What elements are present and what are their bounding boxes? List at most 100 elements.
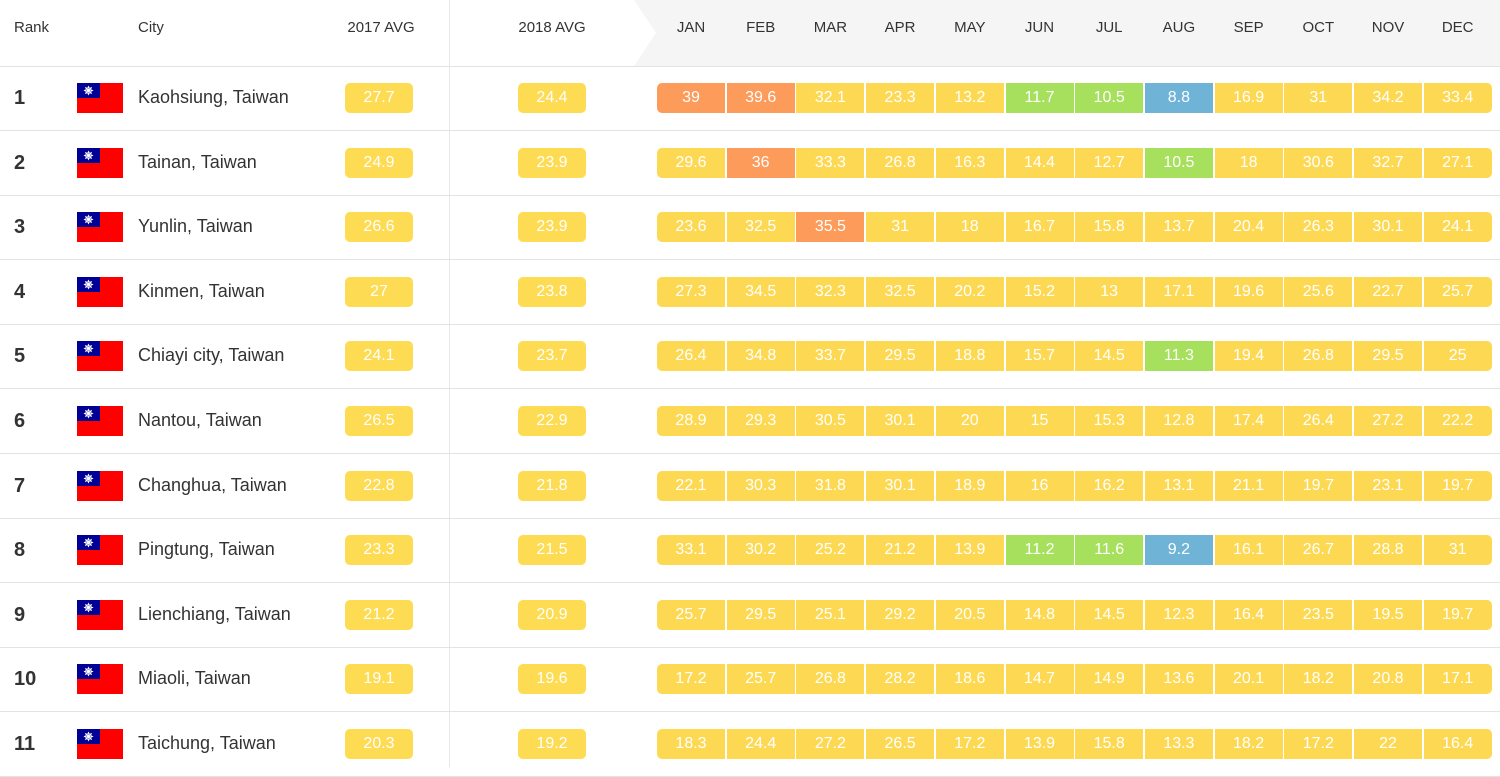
city-name-link[interactable]: Pingtung, Taiwan (138, 539, 275, 560)
month-cell-jun: 11.2 (1005, 535, 1074, 566)
table-row[interactable]: 2 Tainan, Taiwan 24.9 23.9 29.6 36 33.3 26.8 16.… (0, 131, 1500, 196)
month-cell-dec: 22.2 (1423, 406, 1492, 436)
avg-2018-badge: 19.2 (518, 729, 586, 759)
month-cell-jul: 13 (1075, 276, 1144, 307)
white-sun-icon (83, 85, 94, 96)
month-cell-aug: 13.3 (1144, 729, 1213, 759)
table-row[interactable]: 9 Lienchiang, Taiwan 21.2 20.9 25.7 29.5 25.1 2… (0, 583, 1500, 648)
month-cell-apr: 30.1 (866, 470, 935, 501)
month-cell-oct: 25.6 (1284, 276, 1353, 307)
header-month-sep[interactable]: SEP (1233, 19, 1264, 36)
month-cell-oct: 26.7 (1284, 535, 1353, 566)
taiwan-flag-icon (77, 599, 123, 630)
month-cell-apr: 28.2 (866, 664, 935, 695)
month-cell-oct: 26.4 (1284, 406, 1353, 436)
city-name-link[interactable]: Tainan, Taiwan (138, 151, 257, 172)
month-cell-jan: 26.4 (657, 341, 725, 372)
header-month-aug[interactable]: AUG (1162, 19, 1196, 36)
header-month-may[interactable]: MAY (954, 19, 986, 36)
city-name-link[interactable]: Changhua, Taiwan (138, 474, 287, 495)
city-name-link[interactable]: Lienchiang, Taiwan (138, 603, 291, 624)
avg-2018-badge: 23.7 (518, 341, 586, 372)
month-cell-may: 16.3 (935, 147, 1004, 178)
month-cell-nov: 28.8 (1354, 535, 1422, 566)
white-sun-icon (83, 150, 94, 161)
taiwan-flag-icon (77, 83, 123, 113)
taiwan-flag-icon (77, 212, 123, 243)
table-row[interactable]: 6 Nantou, Taiwan 26.5 22.9 28.9 29.3 30.5 30.1 2… (0, 389, 1500, 454)
month-cell-apr: 26.5 (866, 729, 935, 759)
city-name-link[interactable]: Taichung, Taiwan (138, 733, 276, 753)
header-2017-avg[interactable]: 2017 AVG (347, 19, 415, 36)
table-row[interactable]: 10 Miaoli, Taiwan 19.1 19.6 17.2 25.7 26.8 28.2… (0, 647, 1500, 713)
header-month-mar[interactable]: MAR (813, 19, 848, 36)
city-name-link[interactable]: Miaoli, Taiwan (138, 668, 251, 689)
month-cell-feb: 29.3 (726, 406, 795, 436)
header-month-apr[interactable]: APR (884, 19, 916, 36)
white-sun-icon (83, 537, 94, 548)
table-row[interactable]: 1 Kaohsiung, Taiwan 27.7 24.4 39 39.6 32.1 23.3… (0, 66, 1500, 131)
city-name-link[interactable]: Chiayi city, Taiwan (138, 345, 285, 366)
month-cell-apr: 29.5 (866, 341, 935, 372)
month-cell-feb: 34.5 (726, 276, 795, 307)
month-cell-mar: 32.3 (796, 276, 865, 307)
table-row[interactable]: 4 Kinmen, Taiwan 27 23.8 27.3 34.5 32.3 32.5 20.… (0, 260, 1500, 325)
month-cell-dec: 19.7 (1423, 470, 1492, 501)
month-cell-dec: 31 (1423, 535, 1492, 566)
taiwan-flag-icon (77, 341, 123, 372)
month-cell-apr: 26.8 (866, 147, 935, 178)
header-month-jul[interactable]: JUL (1095, 19, 1123, 36)
taiwan-flag-icon (77, 535, 123, 566)
month-cell-apr: 21.2 (866, 535, 935, 566)
header-month-feb[interactable]: FEB (746, 19, 776, 36)
month-cell-mar: 32.1 (796, 83, 865, 113)
city-name-link[interactable]: Kaohsiung, Taiwan (138, 87, 289, 107)
month-cell-oct: 17.2 (1284, 729, 1353, 759)
month-cell-feb: 25.7 (726, 664, 795, 695)
header-2018-avg[interactable]: 2018 AVG (518, 19, 586, 36)
avg-2018-badge: 22.9 (518, 406, 586, 436)
header-month-oct[interactable]: OCT (1302, 19, 1335, 36)
header-month-jun[interactable]: JUN (1024, 19, 1055, 36)
month-cell-may: 20.5 (935, 599, 1004, 630)
month-cell-oct: 19.7 (1284, 470, 1353, 501)
month-cell-oct: 23.5 (1284, 599, 1353, 630)
month-cell-nov: 34.2 (1354, 83, 1422, 113)
month-cell-jul: 14.5 (1075, 599, 1144, 630)
month-cell-feb: 36 (726, 147, 795, 178)
month-cell-aug: 17.1 (1144, 276, 1213, 307)
city-name-link[interactable]: Nantou, Taiwan (138, 410, 262, 430)
month-cell-jan: 23.6 (657, 212, 725, 243)
table-row[interactable]: 3 Yunlin, Taiwan 26.6 23.9 23.6 32.5 35.5 31 18 1… (0, 195, 1500, 261)
month-cell-may: 13.9 (935, 535, 1004, 566)
header-city[interactable]: City (138, 19, 164, 36)
header-month-jan[interactable]: JAN (676, 19, 706, 36)
white-sun-icon (83, 666, 94, 677)
rank-value: 2 (14, 151, 26, 174)
table-row[interactable]: 7 Changhua, Taiwan 22.8 21.8 22.1 30.3 31.8 30.… (0, 454, 1500, 519)
month-cell-apr: 30.1 (866, 406, 935, 436)
header-month-dec[interactable]: DEC (1441, 19, 1474, 36)
white-sun-icon (83, 408, 94, 419)
city-name-link[interactable]: Kinmen, Taiwan (138, 280, 265, 301)
table-row[interactable]: 11 Taichung, Taiwan 20.3 19.2 18.3 24.4 27.2 26… (0, 712, 1500, 777)
month-cell-mar: 25.2 (796, 535, 865, 566)
month-cell-mar: 30.5 (796, 406, 865, 436)
month-cell-nov: 29.5 (1354, 341, 1422, 372)
month-cell-mar: 33.3 (796, 147, 865, 178)
avg-2017-badge: 26.5 (345, 406, 413, 436)
header-month-nov[interactable]: NOV (1371, 19, 1405, 36)
month-cell-apr: 23.3 (866, 83, 935, 113)
month-cell-jun: 15.2 (1005, 276, 1074, 307)
month-cell-aug: 11.3 (1144, 341, 1213, 372)
month-cell-may: 18.9 (935, 470, 1004, 501)
table-row[interactable]: 8 Pingtung, Taiwan 23.3 21.5 33.1 30.2 25.2 21.… (0, 518, 1500, 584)
month-cell-mar: 35.5 (796, 212, 865, 243)
avg-2017-badge: 27 (345, 276, 413, 307)
header-rank[interactable]: Rank (14, 19, 50, 36)
taiwan-flag-icon (77, 664, 123, 695)
table-row[interactable]: 5 Chiayi city, Taiwan 24.1 23.7 26.4 34.8 33.7… (0, 324, 1500, 390)
avg-2017-badge: 24.1 (345, 341, 413, 372)
month-cell-may: 13.2 (935, 83, 1004, 113)
city-name-link[interactable]: Yunlin, Taiwan (138, 216, 253, 237)
